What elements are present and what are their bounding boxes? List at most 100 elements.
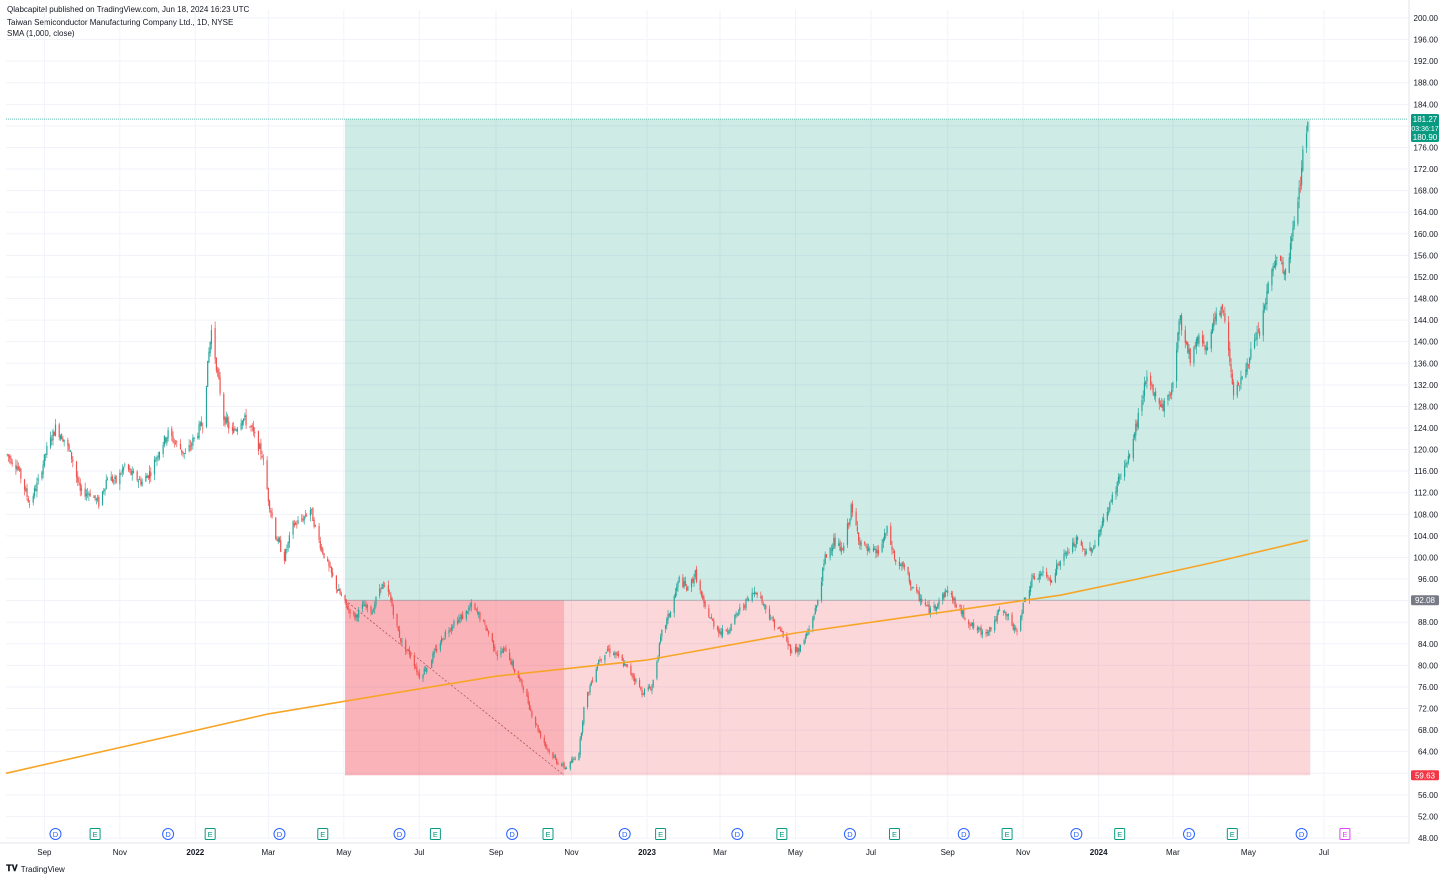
candle bbox=[340, 591, 342, 597]
candle bbox=[1197, 335, 1199, 346]
candle-body bbox=[700, 591, 703, 596]
candle-body bbox=[426, 667, 428, 672]
candle bbox=[312, 507, 314, 522]
candle-body bbox=[1013, 628, 1016, 630]
earnings-marker[interactable]: E bbox=[1226, 828, 1238, 840]
candle-body bbox=[449, 630, 451, 631]
candle bbox=[777, 626, 779, 630]
earnings-marker[interactable]: E bbox=[429, 828, 441, 840]
candle bbox=[1005, 611, 1007, 620]
candle bbox=[1256, 325, 1258, 346]
candle-body bbox=[673, 596, 675, 613]
candle bbox=[772, 615, 774, 622]
candle bbox=[114, 474, 116, 485]
candle bbox=[364, 600, 366, 607]
candle-body bbox=[564, 768, 566, 769]
candle-body bbox=[1250, 348, 1252, 359]
tradingview-brand[interactable]: 𝐓𝐕 TradingView bbox=[6, 864, 65, 874]
candle-body bbox=[572, 759, 574, 763]
candle-body bbox=[849, 518, 851, 525]
candle bbox=[980, 624, 982, 638]
candle-body bbox=[1038, 574, 1040, 579]
candle-body bbox=[874, 548, 876, 550]
candle bbox=[1100, 525, 1102, 536]
candle bbox=[422, 674, 424, 683]
candle bbox=[1152, 383, 1154, 397]
candle bbox=[9, 454, 11, 464]
earnings-marker[interactable]: E bbox=[1339, 828, 1351, 840]
candle bbox=[1048, 577, 1050, 581]
candle bbox=[943, 591, 945, 601]
candle bbox=[98, 494, 100, 509]
candle bbox=[869, 546, 871, 554]
earnings-marker[interactable]: E bbox=[89, 828, 101, 840]
dividend-marker[interactable]: D bbox=[618, 828, 631, 840]
candle bbox=[452, 624, 454, 632]
candle-body bbox=[35, 488, 37, 491]
earnings-marker[interactable]: E bbox=[204, 828, 216, 840]
candle bbox=[1301, 160, 1303, 190]
dividend-marker[interactable]: D bbox=[506, 828, 519, 840]
candle bbox=[375, 595, 377, 608]
candle bbox=[745, 598, 747, 611]
candle-body bbox=[470, 602, 472, 607]
y-tick-label: 68.00 bbox=[1418, 726, 1439, 735]
candle-body bbox=[226, 417, 229, 423]
earnings-marker[interactable]: E bbox=[888, 828, 900, 840]
candle bbox=[58, 422, 60, 441]
candle-body bbox=[531, 711, 533, 717]
dividend-marker[interactable]: D bbox=[843, 828, 856, 840]
candle bbox=[690, 578, 693, 593]
candle-body bbox=[937, 604, 939, 608]
candle bbox=[406, 649, 408, 655]
candle bbox=[35, 484, 37, 492]
dividend-marker[interactable]: D bbox=[1070, 828, 1083, 840]
candle bbox=[840, 542, 842, 556]
candle bbox=[1080, 539, 1082, 546]
candle bbox=[268, 499, 271, 513]
dividend-marker[interactable]: D bbox=[273, 828, 286, 840]
candle bbox=[89, 489, 91, 497]
earnings-marker[interactable]: E bbox=[542, 828, 554, 840]
dividend-marker[interactable]: D bbox=[49, 828, 62, 840]
candle-body bbox=[96, 498, 99, 500]
candle-body bbox=[1077, 537, 1079, 541]
candle-body bbox=[777, 627, 779, 630]
y-tick-label: 120.00 bbox=[1414, 446, 1439, 455]
candle bbox=[46, 442, 48, 458]
dividend-marker[interactable]: D bbox=[731, 828, 744, 840]
dividend-marker[interactable]: D bbox=[1182, 828, 1195, 840]
candle bbox=[33, 485, 36, 499]
candle bbox=[26, 483, 28, 501]
earnings-marker[interactable]: E bbox=[776, 828, 788, 840]
candle bbox=[416, 662, 418, 676]
earnings-marker[interactable]: E bbox=[1114, 828, 1126, 840]
dividend-marker[interactable]: D bbox=[957, 828, 970, 840]
candle bbox=[32, 493, 34, 506]
candle-body bbox=[872, 548, 875, 552]
candle-body bbox=[1110, 500, 1112, 502]
candle-body bbox=[859, 541, 861, 545]
candle-body bbox=[631, 673, 633, 677]
candle-body bbox=[573, 758, 575, 760]
earnings-marker[interactable]: E bbox=[317, 828, 329, 840]
earnings-marker[interactable]: E bbox=[655, 828, 667, 840]
dividend-marker[interactable]: D bbox=[1295, 828, 1308, 840]
candle-body bbox=[1067, 551, 1069, 553]
candle-body bbox=[1263, 305, 1266, 310]
candle bbox=[578, 752, 580, 761]
candle bbox=[720, 627, 722, 638]
candle bbox=[1298, 179, 1300, 209]
candle bbox=[797, 647, 799, 657]
candle bbox=[434, 644, 436, 652]
dividend-marker[interactable]: D bbox=[162, 828, 175, 840]
earnings-marker[interactable]: E bbox=[1001, 828, 1013, 840]
candle-body bbox=[1065, 553, 1068, 555]
dividend-marker[interactable]: D bbox=[393, 828, 406, 840]
candle bbox=[155, 456, 157, 462]
candle bbox=[934, 604, 936, 612]
candle bbox=[210, 324, 213, 350]
candle bbox=[963, 605, 965, 619]
candle-body bbox=[371, 612, 373, 615]
